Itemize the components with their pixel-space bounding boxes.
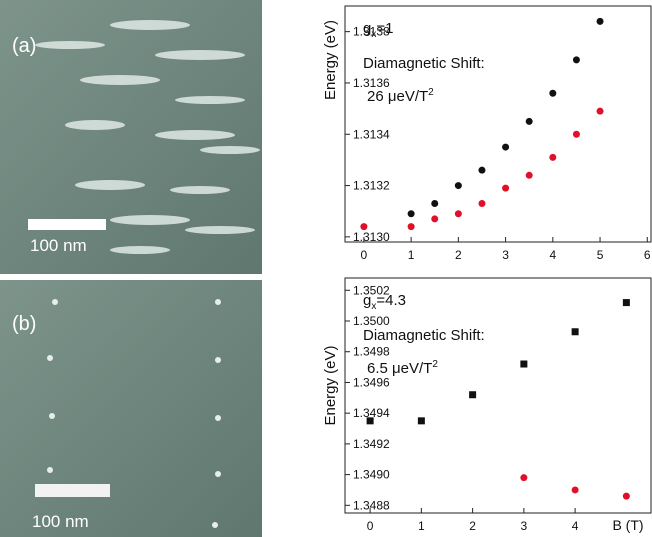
- marker: [571, 328, 579, 336]
- marker: [417, 417, 425, 425]
- scale-bar-label: 100 nm: [32, 512, 89, 531]
- marker: [478, 200, 486, 208]
- y-tick-label: 1.3496: [353, 375, 390, 389]
- x-axis-label: B (T): [612, 517, 643, 533]
- marker: [549, 89, 557, 97]
- annotation-part: g: [363, 292, 371, 309]
- x-tick-label: 2: [469, 519, 476, 533]
- marker: [431, 215, 439, 223]
- marker: [525, 171, 533, 179]
- annotation-sub: x: [371, 301, 376, 312]
- annotation-g: gx=4.3: [363, 292, 406, 312]
- marker: [502, 184, 510, 192]
- plot-frame: [344, 5, 652, 243]
- y-tick-label: 1.3132: [353, 179, 390, 193]
- sem-image-b: (b) 100 nm: [0, 280, 262, 537]
- marker: [454, 182, 462, 190]
- marker: [596, 17, 604, 25]
- chart: 1.3488 1.3490 1.3492 1.3494 1.3496 1.3498 1.35…: [322, 277, 652, 533]
- marker: [571, 486, 579, 494]
- marker: [572, 56, 580, 64]
- chart: 1.3130 1.3132 1.3134 1.3136 1.3138 0 1 2 3 4 5 6 Ene…: [322, 5, 652, 262]
- y-tick-label: 1.3134: [353, 127, 390, 141]
- marker: [622, 492, 630, 500]
- marker: [525, 117, 533, 125]
- annotation-sup: 2: [428, 87, 434, 98]
- y-tick-label: 1.3488: [353, 498, 390, 512]
- marker: [572, 130, 580, 138]
- panel-label: (b): [12, 313, 36, 335]
- x-tick-label: 3: [521, 519, 528, 533]
- marker: [520, 360, 528, 368]
- marker: [622, 299, 630, 307]
- annotation-part: g: [363, 20, 371, 37]
- annotation-part: =4.3: [376, 292, 406, 309]
- marker: [431, 200, 439, 208]
- annotation-shift-value: 6.5 μeV/T2: [367, 359, 438, 377]
- marker: [478, 166, 486, 174]
- marker: [596, 107, 604, 115]
- annotation-g: gx=1: [363, 20, 393, 40]
- y-tick-label: 1.3500: [353, 314, 390, 328]
- y-tick-label: 1.3130: [353, 230, 390, 244]
- x-tick-label: 0: [367, 519, 374, 533]
- panel-label: (a): [12, 35, 36, 57]
- x-tick-label: 1: [408, 248, 415, 262]
- x-tick-label: 4: [572, 519, 579, 533]
- y-tick-label: 1.3494: [353, 406, 390, 420]
- annotation-part: =1: [376, 20, 393, 37]
- y-tick-label: 1.3490: [353, 468, 390, 482]
- annotation-part: 26 μeV/T: [367, 88, 428, 105]
- marker: [454, 210, 462, 218]
- marker: [407, 223, 415, 231]
- annotation-shift-value: 26 μeV/T2: [367, 87, 434, 105]
- x-tick-label: 2: [455, 248, 462, 262]
- annotation-part: 6.5 μeV/T: [367, 360, 432, 377]
- x-tick-label: 1: [418, 519, 425, 533]
- x-tick-label: 0: [361, 248, 368, 262]
- x-tick-label: 4: [549, 248, 556, 262]
- y-axis-label: Energy (eV): [322, 20, 339, 100]
- x-tick-label: 6: [644, 248, 651, 262]
- annotation-sub: x: [371, 29, 376, 40]
- x-tick-label: 3: [502, 248, 509, 262]
- marker: [502, 143, 510, 151]
- sem-image-a: (a) 100 nm: [0, 0, 262, 274]
- y-tick-label: 1.3136: [353, 76, 390, 90]
- scale-bar-label: 100 nm: [30, 236, 87, 255]
- marker: [469, 391, 477, 399]
- marker: [549, 153, 557, 161]
- marker: [366, 417, 374, 425]
- y-tick-label: 1.3502: [353, 283, 390, 297]
- y-tick-label: 1.3138: [353, 25, 390, 39]
- annotation-sup: 2: [432, 359, 438, 370]
- x-tick-label: 5: [597, 248, 604, 262]
- plot-frame: [344, 277, 652, 514]
- marker: [520, 474, 528, 482]
- y-tick-label: 1.3492: [353, 437, 390, 451]
- marker: [360, 223, 368, 231]
- y-tick-label: 1.3498: [353, 345, 390, 359]
- annotation-shift-label: Diamagnetic Shift:: [363, 327, 485, 344]
- y-axis-label: Energy (eV): [322, 345, 339, 425]
- marker: [407, 210, 415, 218]
- annotation-shift-label: Diamagnetic Shift:: [363, 55, 485, 72]
